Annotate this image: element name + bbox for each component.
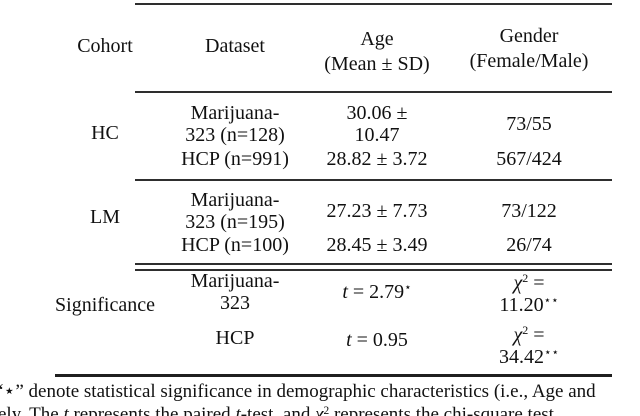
- lm-row1-dataset-line2: 323 (n=195): [185, 211, 285, 233]
- hc-row1-dataset: Marijuana- 323 (n=128): [163, 102, 307, 146]
- hc-cohort-label: HC: [91, 122, 119, 144]
- sig-row1-dataset-line1: Marijuana-: [190, 270, 280, 292]
- caption-line2: ely. The t represents the paired t-test,…: [0, 403, 559, 416]
- header-gender-line1: Gender: [499, 25, 559, 47]
- table-top-rule: [135, 3, 612, 5]
- chi-exponent: 2: [522, 323, 529, 338]
- hc-row2-dataset: HCP (n=991): [181, 148, 289, 170]
- t-variable: t: [63, 404, 69, 416]
- caption-line2-seg3: -test, and: [240, 404, 316, 416]
- hc-row1-dataset-line2: 323 (n=128): [185, 124, 285, 146]
- significance-stars: ⋆⋆: [543, 345, 560, 360]
- caption-line2-seg1: ely. The: [0, 404, 64, 416]
- caption-top-rule: [55, 374, 612, 377]
- header-dataset: Dataset: [205, 35, 265, 57]
- table-double-rule: [135, 263, 612, 271]
- header-age-line2: (Mean ± SD): [324, 53, 430, 75]
- t-value-text: = 0.95: [351, 329, 408, 351]
- lm-row1-gender: 73/122: [501, 200, 557, 222]
- hc-row2-gender: 567/424: [496, 148, 562, 170]
- significance-stars: ⋆⋆: [543, 293, 559, 308]
- sig-row2-t-value: t = 0.95: [300, 329, 454, 351]
- lm-row1-dataset: Marijuana- 323 (n=195): [163, 189, 307, 233]
- header-gender: Gender (Female/Male): [453, 24, 605, 74]
- hc-row1-age: 30.06 ± 10.47: [300, 102, 454, 146]
- significance-star: ⋆: [404, 280, 412, 295]
- sig-row1-t-value: t = 2.79⋆: [300, 281, 454, 303]
- table-header-rule: [135, 91, 612, 93]
- t-value-text: = 2.79: [347, 281, 405, 303]
- chi-symbol: χ: [315, 404, 324, 416]
- caption-line2-seg2: represents the paired: [68, 404, 236, 416]
- header-gender-line2: (Female/Male): [469, 50, 589, 72]
- sig-row2-chi-line2: 34.42⋆⋆: [453, 346, 605, 368]
- chi-symbol: χ: [513, 272, 523, 294]
- t-variable: t: [342, 281, 348, 303]
- chi-exponent: 2: [323, 404, 330, 416]
- lm-row2-age: 28.45 ± 3.49: [326, 234, 428, 256]
- t-variable: t: [346, 329, 352, 351]
- significance-label: Significance: [55, 294, 155, 316]
- caption-line2-seg4: represents the chi-square test.: [329, 404, 559, 416]
- sig-row1-chi-value: χ2 = 11.20⋆⋆: [453, 272, 605, 316]
- header-cohort: Cohort: [77, 35, 133, 57]
- lm-cohort-label: LM: [90, 206, 120, 228]
- sig-row2-chi-line1: χ2 =: [453, 324, 605, 346]
- sig-row2-dataset: HCP: [215, 327, 255, 349]
- hc-row1-dataset-line1: Marijuana-: [190, 102, 280, 124]
- sig-row1-dataset: Marijuana- 323: [163, 270, 307, 314]
- chi-exponent: 2: [522, 271, 529, 286]
- hc-row1-age-line1: 30.06 ±: [346, 102, 408, 124]
- table-mid-rule: [135, 179, 612, 181]
- header-age-line1: Age: [360, 28, 394, 50]
- caption-line1: “⋆” denote statistical significance in d…: [0, 381, 596, 402]
- chi-equals: =: [528, 272, 545, 294]
- lm-row1-dataset-line1: Marijuana-: [190, 189, 280, 211]
- hc-row1-age-line2: 10.47: [354, 124, 400, 146]
- sig-row2-chi-value: χ2 = 34.42⋆⋆: [453, 324, 605, 368]
- lm-row1-age: 27.23 ± 7.73: [326, 200, 428, 222]
- chi-value-text: 11.20: [499, 294, 544, 316]
- hc-row1-gender: 73/55: [506, 113, 552, 135]
- header-age: Age (Mean ± SD): [300, 27, 454, 77]
- lm-row2-dataset: HCP (n=100): [181, 234, 289, 256]
- sig-row1-dataset-line2: 323: [220, 292, 250, 314]
- hc-row2-age: 28.82 ± 3.72: [326, 148, 428, 170]
- sig-row1-chi-line1: χ2 =: [453, 272, 605, 294]
- sig-row1-chi-line2: 11.20⋆⋆: [453, 294, 605, 316]
- lm-row2-gender: 26/74: [506, 234, 552, 256]
- chi-value-text: 34.42: [498, 346, 544, 368]
- chi-equals: =: [528, 324, 545, 346]
- chi-symbol: χ: [513, 324, 523, 346]
- t-variable: t: [235, 404, 241, 416]
